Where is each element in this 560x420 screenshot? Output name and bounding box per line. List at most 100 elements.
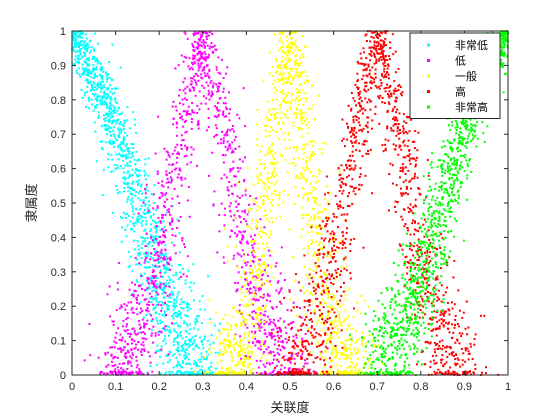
data-point (126, 368, 129, 370)
data-point (298, 64, 301, 67)
data-point (296, 91, 299, 94)
data-point (345, 269, 348, 272)
data-point (210, 90, 213, 93)
data-point (317, 225, 320, 228)
data-point (300, 316, 303, 319)
data-point (312, 196, 315, 199)
data-point (166, 279, 169, 282)
data-point (373, 41, 376, 44)
data-point (337, 226, 339, 229)
data-point (314, 187, 317, 190)
data-point (244, 193, 247, 196)
data-point (257, 260, 260, 263)
data-point (83, 51, 86, 54)
data-point (283, 51, 286, 54)
data-point (300, 206, 303, 209)
data-point (157, 255, 160, 258)
data-point (407, 116, 410, 118)
data-point (106, 77, 109, 80)
data-point (132, 200, 135, 203)
data-point (305, 192, 307, 195)
data-point (118, 122, 121, 125)
data-point (164, 249, 167, 252)
data-point (238, 158, 241, 161)
data-point (321, 298, 324, 301)
data-point (380, 82, 383, 84)
data-point (314, 282, 317, 285)
data-point (155, 222, 157, 225)
data-point (327, 338, 330, 341)
data-point (287, 131, 290, 134)
data-point (127, 301, 130, 304)
data-point (287, 91, 290, 94)
data-point (239, 288, 242, 291)
data-point (140, 343, 143, 346)
data-point (167, 211, 170, 214)
data-point (183, 301, 185, 304)
data-point (78, 62, 81, 65)
data-point (247, 340, 250, 342)
data-point (184, 340, 187, 342)
data-point (153, 248, 156, 250)
data-point (184, 352, 187, 354)
data-point (266, 171, 269, 174)
data-point (320, 373, 323, 375)
data-point (94, 97, 97, 100)
data-point (130, 349, 133, 352)
data-point (145, 309, 147, 312)
data-point (311, 85, 313, 87)
data-point (154, 332, 157, 335)
data-point (216, 361, 219, 364)
data-point (88, 46, 91, 49)
data-point (391, 164, 394, 167)
data-point (368, 98, 371, 101)
series-4-points (264, 30, 500, 376)
data-point (219, 72, 222, 75)
data-point (413, 140, 416, 143)
data-point (148, 277, 151, 280)
data-point (408, 130, 411, 133)
data-point (442, 325, 445, 328)
data-point (87, 96, 90, 99)
data-point (92, 69, 95, 72)
data-point (275, 98, 278, 101)
data-point (242, 271, 245, 274)
data-point (143, 252, 146, 255)
data-point (302, 213, 305, 216)
data-point (143, 348, 146, 351)
data-point (78, 33, 81, 36)
data-point (281, 50, 284, 53)
data-point (420, 248, 422, 251)
data-point (217, 142, 219, 145)
data-point (128, 288, 131, 291)
data-point (261, 309, 264, 312)
data-point (92, 63, 95, 66)
data-point (175, 322, 178, 325)
data-point (237, 361, 240, 363)
data-point (213, 324, 216, 327)
data-point (208, 369, 211, 372)
data-point (307, 328, 309, 331)
data-point (357, 351, 360, 353)
data-point (351, 145, 354, 148)
data-point (247, 352, 250, 355)
data-point (336, 333, 338, 335)
data-point (144, 298, 147, 300)
data-point (313, 153, 316, 156)
data-point (348, 287, 351, 290)
data-point (290, 355, 293, 358)
data-point (330, 234, 333, 237)
data-point (281, 45, 284, 48)
data-point (344, 298, 347, 301)
data-point (192, 373, 194, 375)
data-point (208, 76, 211, 79)
data-point (183, 357, 186, 360)
data-point (311, 186, 314, 189)
data-point (301, 353, 304, 356)
data-point (285, 341, 288, 344)
data-point (102, 95, 104, 98)
data-point (307, 231, 310, 234)
data-point (108, 113, 111, 116)
data-point (179, 116, 182, 119)
data-point (281, 89, 284, 92)
